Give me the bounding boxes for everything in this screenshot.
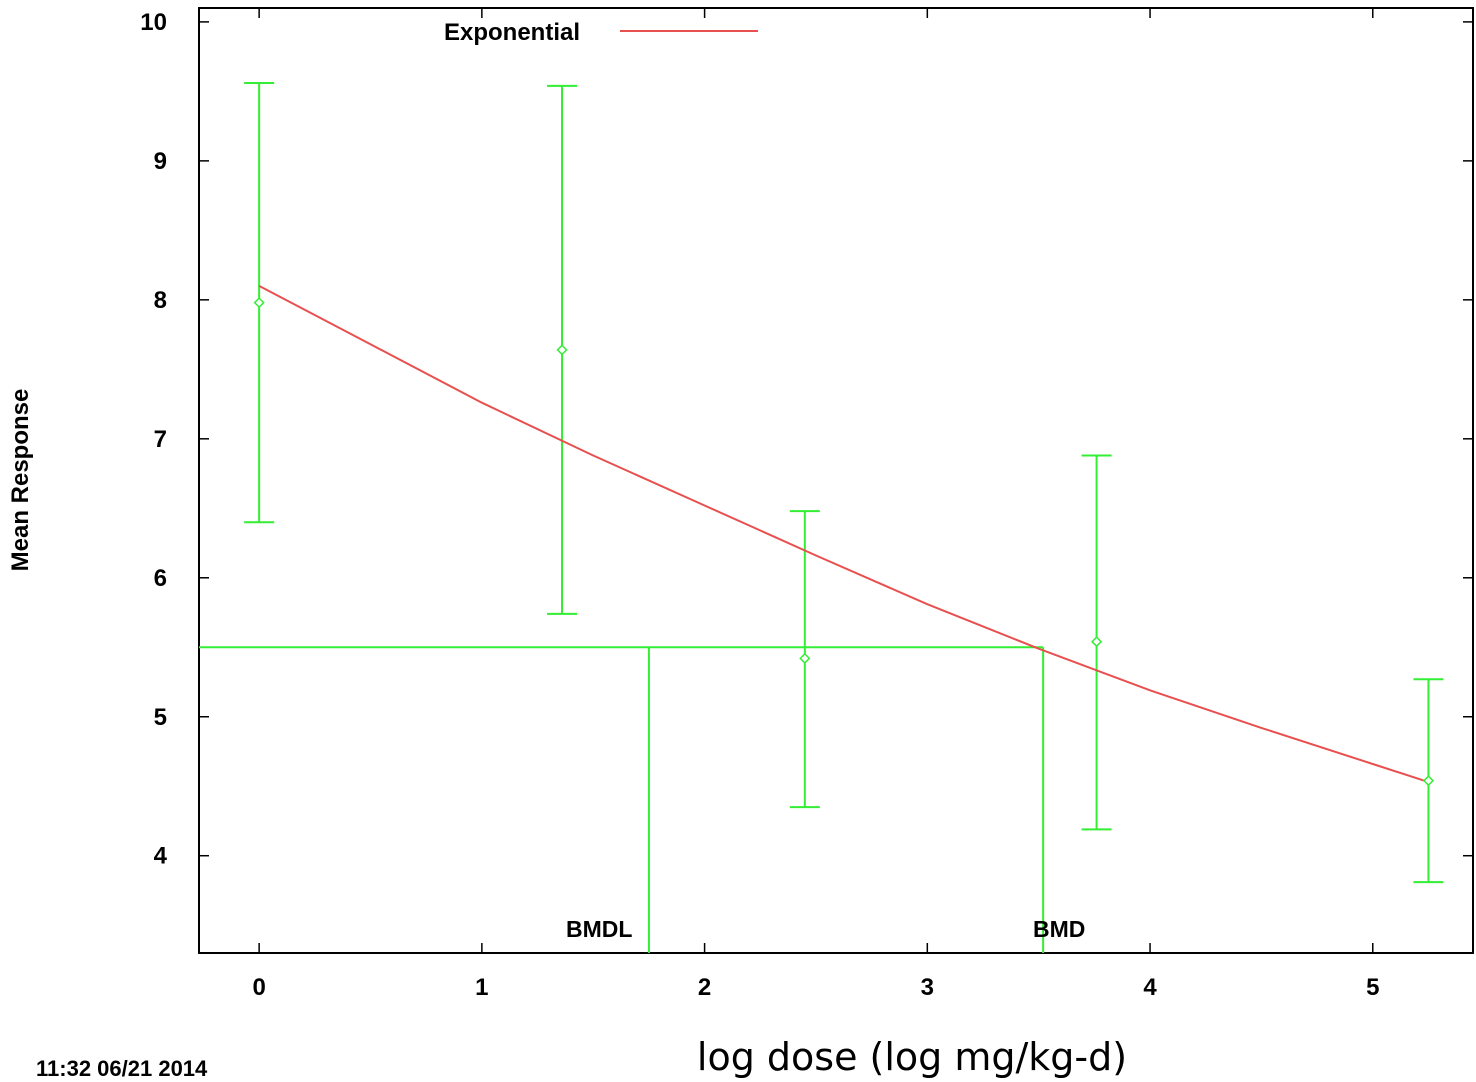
bmdl-label: BMDL [566, 916, 632, 942]
x-tick-label: 0 [252, 974, 265, 1001]
y-tick-label: 7 [154, 426, 167, 453]
x-tick-label: 5 [1366, 974, 1379, 1001]
y-tick-label: 10 [140, 9, 167, 36]
legend: Exponential [444, 19, 758, 46]
observed-point [556, 344, 568, 356]
observed-points [253, 297, 1435, 787]
observed-point [1091, 636, 1103, 648]
y-axis-label: Mean Response [7, 389, 34, 572]
timestamp: 11:32 06/21 2014 [36, 1056, 208, 1081]
y-tick-label: 9 [154, 148, 167, 175]
x-tick-label: 4 [1143, 974, 1157, 1001]
observed-point [1422, 775, 1435, 787]
y-tick-label: 5 [154, 704, 167, 731]
x-tick-label: 3 [921, 974, 934, 1001]
observed-point [253, 297, 265, 309]
axis-ticks [199, 8, 1473, 953]
y-tick-label: 8 [154, 287, 167, 314]
exponential-fit-line [258, 285, 1429, 784]
x-axis-label: log dose (log mg/kg-d) [697, 1035, 1127, 1079]
error-bars [244, 82, 1444, 884]
bmd-reference-lines [199, 646, 1045, 953]
x-tick-label: 1 [475, 974, 488, 1001]
plot-frame [198, 7, 1474, 954]
y-tick-label: 4 [154, 843, 168, 870]
y-tick-label: 6 [154, 565, 167, 592]
x-tick-label: 2 [698, 974, 711, 1001]
tick-labels: 0 1 2 3 4 5 4 5 6 7 8 9 10 [140, 9, 1379, 1001]
bmd-label: BMD [1033, 916, 1085, 942]
observed-point [799, 652, 811, 664]
legend-label-exponential: Exponential [444, 19, 580, 46]
